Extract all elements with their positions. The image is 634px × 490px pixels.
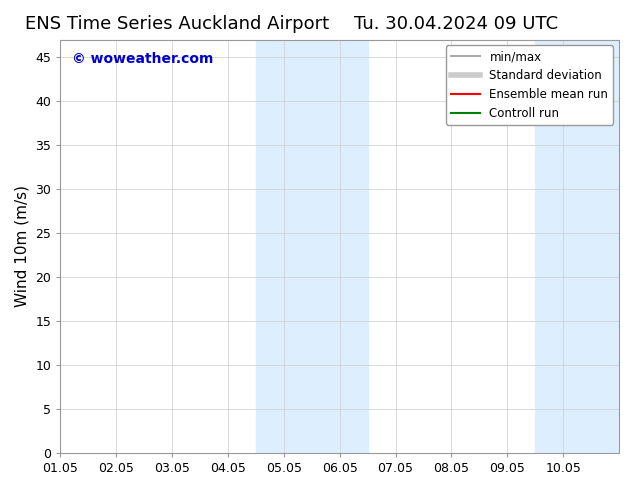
Bar [256,40,368,453]
Y-axis label: Wind 10m (m/s): Wind 10m (m/s) [15,185,30,307]
Text: © woweather.com: © woweather.com [72,52,213,66]
Legend: min/max, Standard deviation, Ensemble mean run, Controll run: min/max, Standard deviation, Ensemble me… [446,46,613,124]
Text: Tu. 30.04.2024 09 UTC: Tu. 30.04.2024 09 UTC [354,15,559,33]
Text: ENS Time Series Auckland Airport: ENS Time Series Auckland Airport [25,15,330,33]
Bar [535,40,619,453]
